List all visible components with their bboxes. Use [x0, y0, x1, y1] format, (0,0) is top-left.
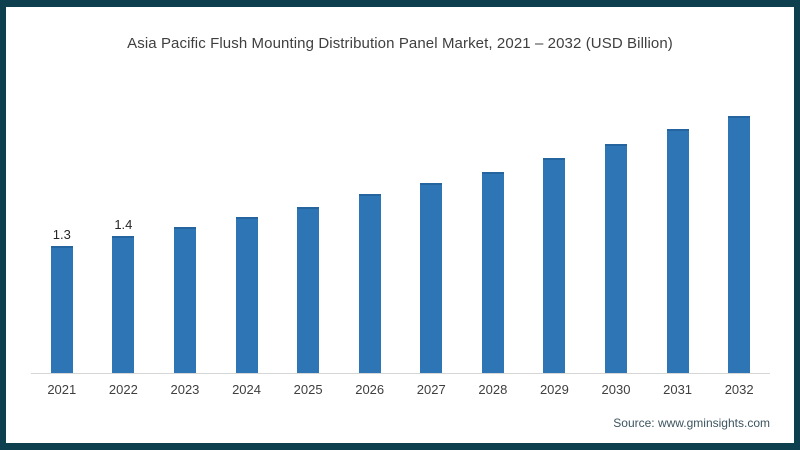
chart-panel: Asia Pacific Flush Mounting Distribution… [6, 7, 794, 443]
bar-column-2028 [462, 88, 524, 373]
x-axis-tick-label: 2032 [724, 382, 754, 397]
bars-row: 1.3 1.4 [31, 88, 770, 373]
x-axis-tick-label: 2027 [416, 382, 446, 397]
plot-area: 1.3 1.4 [31, 88, 770, 374]
bar-column-2032 [708, 88, 770, 373]
chart-title: Asia Pacific Flush Mounting Distribution… [127, 35, 673, 52]
x-axis-tick-label: 2021 [47, 382, 77, 397]
bar-column-2026 [339, 88, 401, 373]
bar [358, 194, 381, 373]
bar [112, 236, 135, 373]
bar [420, 182, 443, 373]
bar [235, 216, 258, 373]
bar [666, 129, 689, 373]
bar-column-2021: 1.3 [31, 88, 93, 373]
x-axis-tick-label: 2028 [478, 382, 508, 397]
bar-column-2029 [524, 88, 586, 373]
bar-value-label: 1.4 [114, 217, 133, 233]
bar [297, 207, 320, 373]
x-axis-labels: 2021 2022 2023 2024 2025 2026 2027 2028 2029 2030… [31, 382, 770, 397]
bar-column-2025 [277, 88, 339, 373]
bar-column-2024 [216, 88, 278, 373]
bar-column-2027 [400, 88, 462, 373]
bar [50, 246, 73, 373]
bar [604, 143, 627, 373]
x-axis-tick-label: 2029 [539, 382, 569, 397]
x-axis-tick-label: 2025 [293, 382, 323, 397]
x-axis-tick-label: 2030 [601, 382, 631, 397]
bar-column-2023 [154, 88, 216, 373]
bar-column-2022: 1.4 [93, 88, 155, 373]
x-axis-tick-label: 2031 [663, 382, 693, 397]
bar-column-2030 [585, 88, 647, 373]
x-axis-tick-label: 2026 [355, 382, 385, 397]
x-axis-tick-label: 2023 [170, 382, 200, 397]
x-axis-tick-label: 2024 [232, 382, 261, 397]
x-axis-tick-label: 2022 [108, 382, 138, 397]
source-text: Source: www.gminsights.com [613, 416, 770, 430]
bar [481, 171, 504, 373]
bar [728, 116, 751, 373]
bar-value-label: 1.3 [52, 227, 71, 243]
bar-column-2031 [647, 88, 709, 373]
bar [543, 158, 566, 373]
bar [173, 226, 196, 373]
